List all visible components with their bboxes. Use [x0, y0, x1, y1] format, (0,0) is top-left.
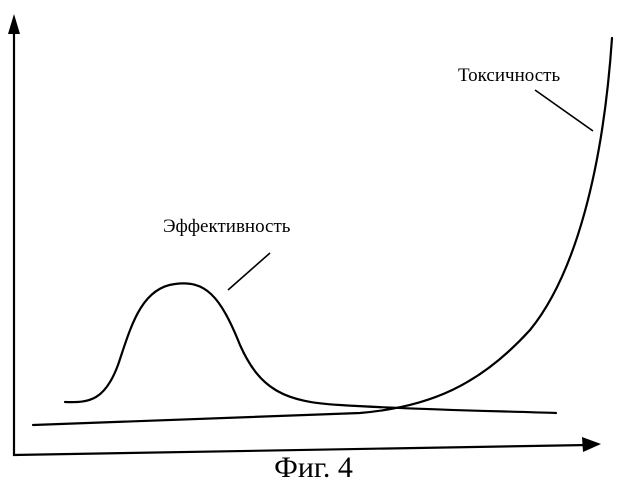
toxicity-leader-line [535, 90, 593, 131]
efficacy-leader-line [228, 253, 270, 290]
y-axis-arrowhead [8, 14, 20, 34]
toxicity-curve [33, 38, 612, 425]
figure-caption: Фиг. 4 [0, 448, 627, 488]
efficacy-curve [65, 283, 556, 413]
toxicity-label: Токсичность [458, 65, 560, 86]
efficacy-label: Эффективность [163, 216, 291, 237]
